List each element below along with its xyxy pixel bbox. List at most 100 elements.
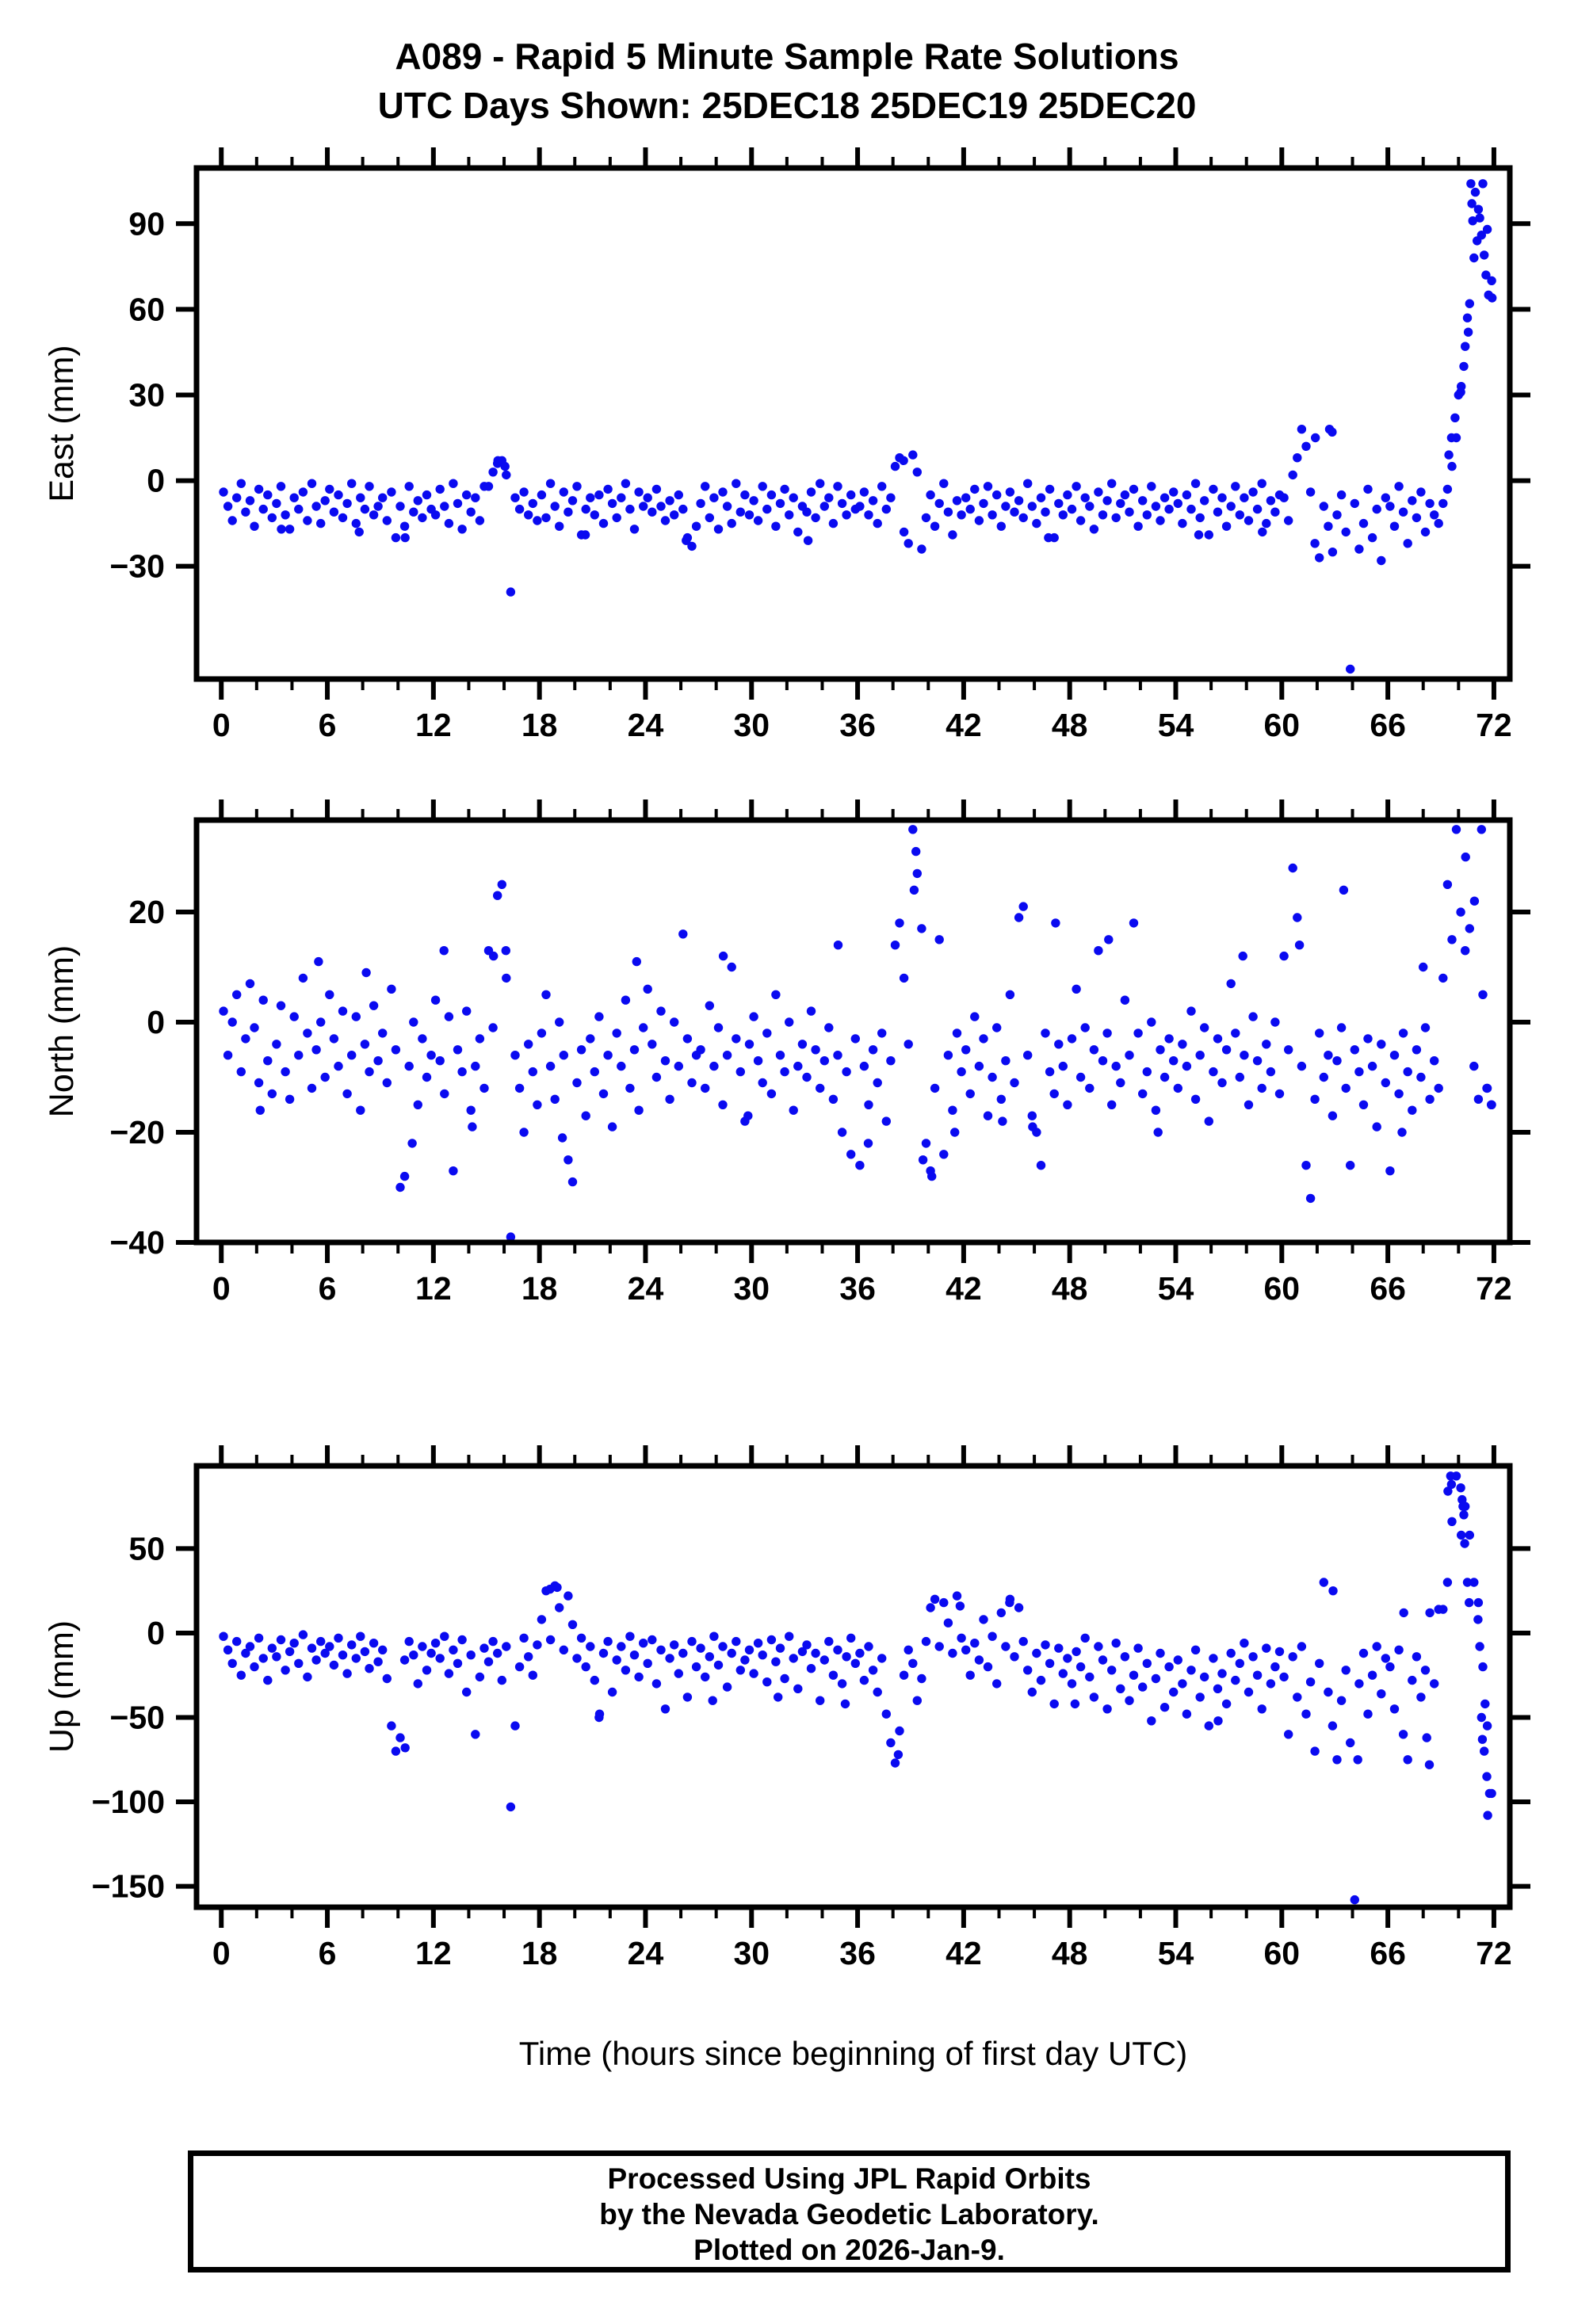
data-point — [1328, 1586, 1338, 1596]
data-point — [559, 1051, 568, 1060]
data-point — [979, 1615, 988, 1624]
data-point — [1195, 1692, 1205, 1702]
data-point — [1477, 1712, 1487, 1723]
data-point — [342, 1669, 352, 1678]
data-point — [1385, 1662, 1395, 1672]
data-point — [1217, 493, 1227, 502]
data-point — [263, 1675, 273, 1685]
data-point — [660, 516, 670, 525]
x-tick-label: 54 — [1158, 1270, 1194, 1307]
data-point — [1478, 1662, 1488, 1672]
data-point — [586, 1642, 595, 1651]
data-point — [1138, 1089, 1148, 1099]
data-point — [1454, 390, 1464, 400]
data-point — [992, 1023, 1002, 1032]
data-point — [285, 525, 295, 534]
data-point — [533, 516, 542, 525]
data-point — [594, 490, 604, 500]
data-point — [365, 1664, 374, 1673]
data-point — [1257, 1704, 1266, 1714]
data-point — [320, 1648, 330, 1658]
data-point — [1310, 1746, 1320, 1756]
data-point — [449, 479, 458, 488]
data-point — [961, 1045, 971, 1055]
data-point — [806, 1006, 816, 1016]
data-point — [1324, 1051, 1333, 1060]
x-tick-label: 66 — [1370, 1270, 1406, 1307]
data-point — [272, 1652, 281, 1662]
data-point — [567, 1177, 578, 1187]
data-point — [576, 1633, 586, 1643]
data-point — [833, 482, 842, 491]
data-point — [1301, 441, 1311, 451]
data-point — [774, 1692, 783, 1702]
data-point — [678, 1648, 688, 1658]
data-point — [506, 1232, 516, 1242]
data-point — [974, 516, 984, 525]
data-point — [802, 1072, 812, 1082]
data-point — [598, 1089, 609, 1099]
data-point — [219, 1006, 228, 1016]
data-point — [369, 1001, 379, 1010]
data-point — [338, 1650, 348, 1660]
data-point — [670, 1640, 679, 1650]
data-point — [400, 1743, 410, 1753]
data-point — [483, 1657, 494, 1666]
x-tick-label: 12 — [415, 707, 452, 743]
data-point — [457, 1635, 467, 1645]
data-point — [1089, 1045, 1099, 1055]
data-point — [771, 990, 781, 1000]
data-point — [899, 456, 908, 465]
data-point — [444, 1669, 454, 1678]
data-point — [1381, 1078, 1391, 1088]
x-tick-label: 0 — [212, 1935, 231, 1971]
data-point — [334, 1061, 343, 1071]
data-point — [342, 1089, 352, 1099]
data-point — [983, 1662, 993, 1672]
data-point — [1173, 1083, 1183, 1093]
data-point — [735, 1067, 745, 1077]
data-point — [1209, 484, 1218, 494]
data-point — [648, 1635, 657, 1645]
y-tick-label: 20 — [128, 894, 165, 930]
data-point — [559, 487, 568, 497]
data-point — [948, 530, 957, 540]
y-tick-label: 0 — [147, 1615, 165, 1651]
data-point — [1279, 493, 1289, 502]
data-point — [1186, 1666, 1196, 1675]
x-tick-label: 24 — [628, 707, 664, 743]
data-point — [1200, 496, 1209, 506]
data-point — [1075, 516, 1086, 525]
data-point — [404, 1061, 414, 1071]
data-point — [1328, 1111, 1338, 1120]
data-point — [572, 482, 582, 491]
data-point — [1094, 1642, 1103, 1651]
data-point — [1058, 1061, 1068, 1071]
data-point — [1319, 1578, 1329, 1587]
data-point — [643, 1658, 652, 1668]
data-point — [356, 493, 365, 502]
data-point — [691, 1662, 701, 1672]
data-point — [890, 941, 900, 950]
data-point — [272, 498, 281, 509]
data-point — [311, 1655, 321, 1665]
data-point — [1054, 1643, 1064, 1653]
data-point — [1480, 250, 1489, 260]
data-point — [1238, 951, 1247, 961]
data-point — [1231, 1028, 1240, 1038]
data-point — [1385, 502, 1395, 511]
data-point — [453, 1045, 463, 1055]
data-point — [1186, 1006, 1196, 1016]
data-point — [1023, 1051, 1033, 1060]
data-point — [245, 496, 255, 506]
data-point — [1156, 1045, 1165, 1055]
data-point — [320, 1072, 330, 1082]
data-point — [996, 521, 1007, 531]
data-point — [648, 1040, 657, 1049]
data-point — [1235, 510, 1245, 520]
y-tick-label: −20 — [109, 1114, 165, 1151]
data-point — [241, 1648, 250, 1658]
data-point — [1442, 1578, 1453, 1587]
data-point — [528, 1067, 537, 1077]
data-point — [232, 1636, 242, 1647]
